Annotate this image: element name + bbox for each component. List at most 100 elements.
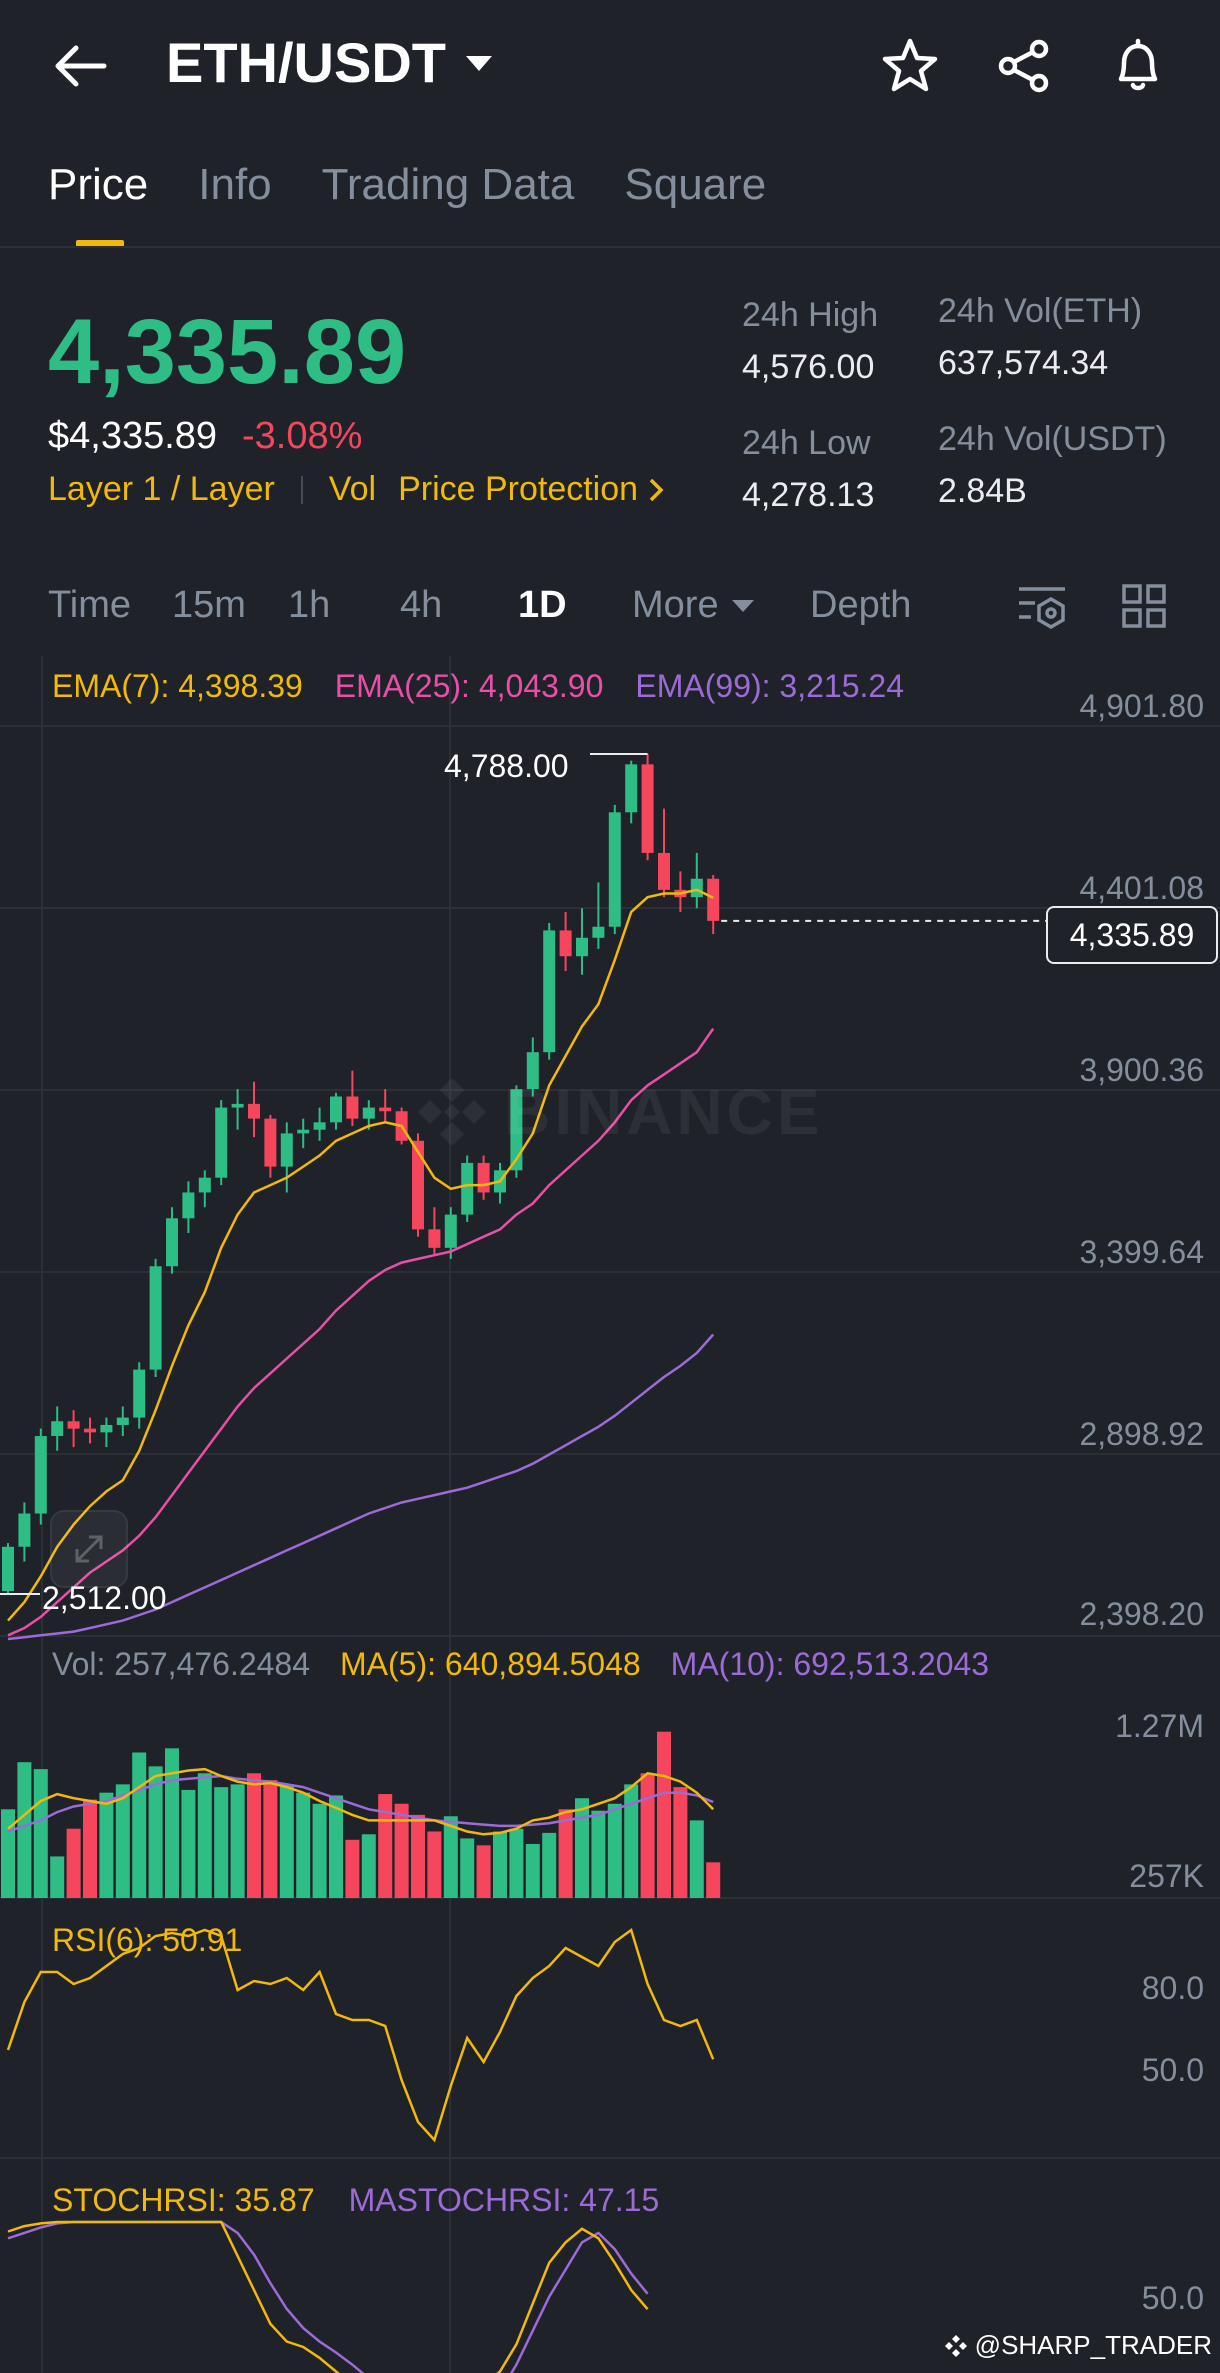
volume-axis-label: 1.27M [1115, 1708, 1204, 1744]
volume-bar [132, 1752, 147, 1898]
volume-bar [624, 1784, 639, 1898]
candle [330, 1096, 342, 1123]
category-tag[interactable]: Layer 1 / Layer [48, 470, 275, 508]
vol-eth-value: 637,574.34 [938, 344, 1109, 382]
pair-title: ETH/USDT [166, 31, 446, 94]
tab-price[interactable]: Price [48, 160, 149, 248]
candle [608, 812, 621, 927]
candle [592, 926, 605, 938]
volume-bar [33, 1769, 48, 1898]
favorite-button[interactable] [870, 26, 950, 106]
caret-down-icon [466, 55, 492, 71]
interval-15m[interactable]: 15m [172, 584, 246, 626]
interval-time[interactable]: Time [48, 584, 132, 626]
candle [67, 1421, 80, 1429]
interval-1d[interactable]: 1D [518, 584, 567, 626]
credit-text: @SHARP_TRADER [974, 2330, 1212, 2360]
volume-bar [312, 1803, 327, 1898]
candle [264, 1118, 277, 1167]
interval-1h[interactable]: 1h [288, 584, 331, 626]
volume-bar [640, 1773, 655, 1898]
volume-bar [542, 1832, 557, 1898]
volume-legend: Vol: 257,476.2484 MA(5): 640,894.5048 MA… [52, 1646, 989, 1683]
volume-bar [509, 1828, 524, 1898]
vol-usdt-label: 24h Vol(USDT) [938, 420, 1167, 458]
candle [346, 1096, 359, 1119]
indicator-settings-icon [1019, 587, 1065, 629]
interval-more[interactable]: More [632, 584, 755, 627]
rsi-axis-label: 50.0 [1141, 2052, 1204, 2088]
ema99-label: EMA(99): 3,215.24 [635, 668, 904, 704]
volume-bar [460, 1838, 475, 1898]
binance-small-icon [944, 2334, 967, 2357]
candle [510, 1089, 523, 1171]
mastochrsi-label: MASTOCHRSI: 47.15 [348, 2182, 660, 2218]
tab-info[interactable]: Info [198, 160, 272, 209]
tab-square[interactable]: Square [624, 160, 767, 209]
candles [2, 754, 720, 1594]
volume-bar [329, 1795, 343, 1898]
chart-settings-button[interactable] [1002, 566, 1082, 646]
share-button[interactable] [984, 26, 1064, 106]
candle [215, 1107, 228, 1178]
interval-4h[interactable]: 4h [400, 584, 443, 626]
layout-button[interactable] [1104, 566, 1184, 646]
price-axis-label: 4,901.80 [1079, 688, 1204, 724]
volume-bar [493, 1831, 507, 1898]
tag-separator [386, 476, 388, 504]
candle [428, 1229, 441, 1248]
ema25-label: EMA(25): 4,043.90 [334, 668, 604, 704]
volume-bar [525, 1843, 540, 1898]
candle [182, 1192, 195, 1219]
volume-bar [378, 1794, 393, 1898]
depth-tab[interactable]: Depth [810, 584, 912, 626]
stoch-lines [7, 2220, 649, 2373]
volume-bar [247, 1773, 261, 1898]
tag-separator [300, 475, 303, 504]
volume-bar [657, 1731, 671, 1898]
candle [100, 1424, 113, 1433]
candle [84, 1428, 96, 1433]
credit: @SHARP_TRADER [943, 2330, 1212, 2361]
high-value: 4,576.00 [742, 348, 875, 386]
stoch-legend: STOCHRSI: 35.87 MASTOCHRSI: 47.15 [52, 2182, 659, 2219]
grid-icon [1122, 584, 1166, 628]
back-arrow-icon [55, 45, 107, 87]
ma5-line [7, 1767, 715, 1836]
volume-bar [394, 1803, 409, 1898]
candle [248, 1103, 260, 1119]
watermark: BINANCE [412, 1072, 824, 1152]
reset-zoom-button[interactable] [50, 1510, 128, 1588]
tab-trading-data[interactable]: Trading Data [321, 160, 575, 209]
candle [641, 764, 654, 853]
back-button[interactable] [40, 26, 120, 106]
candle [707, 878, 720, 921]
binance-logo-icon [418, 1078, 486, 1146]
expand-arrows-icon [75, 1535, 103, 1563]
price-protection-link[interactable]: Price Protection [398, 470, 664, 509]
candle [477, 1162, 490, 1193]
candle [658, 852, 670, 890]
volume-bars [1, 1731, 721, 1898]
vol-tag[interactable]: Vol [328, 470, 377, 508]
candle [362, 1107, 375, 1119]
pair-selector[interactable]: ETH/USDT [166, 30, 494, 95]
alert-button[interactable] [1098, 26, 1178, 106]
current-price-tag: 4,335.89 [1046, 906, 1218, 964]
volume-bar [443, 1816, 458, 1898]
ema-lines [7, 888, 715, 1641]
volume-bar [706, 1862, 721, 1898]
candle [313, 1122, 326, 1130]
candle [379, 1107, 392, 1112]
volume-bar [296, 1792, 311, 1898]
volume-ma-lines [7, 1767, 715, 1836]
price-chart[interactable] [0, 656, 1220, 2373]
share-icon [998, 39, 1049, 93]
volume-bar [99, 1792, 114, 1898]
tabs-divider [0, 246, 1220, 248]
price-axis-label: 2,398.20 [1079, 1596, 1204, 1632]
volume-bar [263, 1780, 278, 1898]
candle [297, 1129, 310, 1134]
volume-bar [558, 1809, 573, 1898]
volume-bar [689, 1820, 704, 1898]
